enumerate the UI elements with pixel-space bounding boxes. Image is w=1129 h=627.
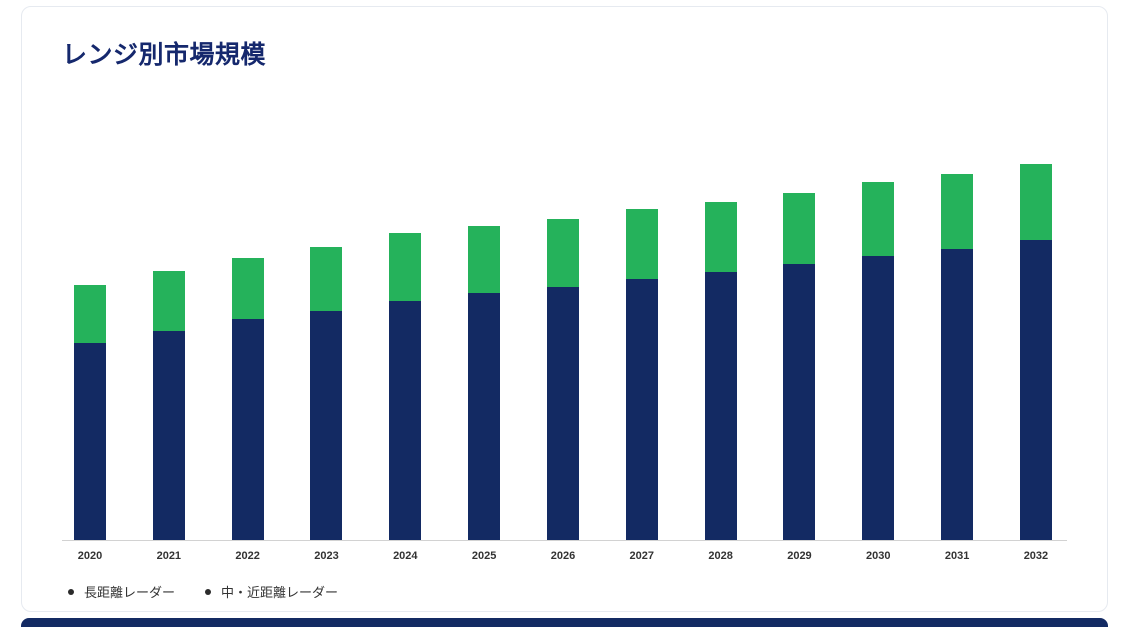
segment-long-range-radar bbox=[231, 319, 264, 540]
segment-long-range-radar bbox=[389, 301, 422, 540]
x-axis-label-2022: 2022 bbox=[235, 550, 260, 562]
x-axis-label-2032: 2032 bbox=[1023, 550, 1049, 562]
chart-legend: 長距離レーダー 中・近距離レーダー bbox=[62, 582, 1067, 601]
x-axis-label-2024: 2024 bbox=[393, 550, 418, 562]
bar-2027 bbox=[625, 209, 658, 540]
bar-2032 bbox=[1019, 164, 1052, 540]
next-section-top-edge bbox=[21, 618, 1108, 627]
segment-long-range-radar bbox=[468, 293, 501, 540]
segment-long-range-radar bbox=[862, 256, 895, 540]
segment-long-range-radar bbox=[74, 343, 106, 540]
x-axis-label-2027: 2027 bbox=[629, 550, 655, 562]
bar-2024 bbox=[389, 233, 422, 540]
segment-mid-short-range-radar bbox=[862, 182, 895, 256]
market-size-card: レンジ別市場規模 2020 2021 2022 2023 2024 2025 2026 202… bbox=[21, 6, 1108, 612]
page-title: レンジ別市場規模 bbox=[62, 41, 267, 69]
stacked-bar-chart: 2020 2021 2022 2023 2024 2025 2026 2027 2028 2029… bbox=[62, 141, 1067, 601]
x-axis-label-2026: 2026 bbox=[550, 550, 576, 562]
legend-item-long-range-radar[interactable]: 長距離レーダー bbox=[68, 582, 175, 601]
x-axis-label-2030: 2030 bbox=[866, 550, 891, 562]
segment-mid-short-range-radar bbox=[74, 285, 106, 343]
x-axis-label-2023: 2023 bbox=[314, 550, 339, 562]
legend-item-mid-short-range-radar[interactable]: 中・近距離レーダー bbox=[205, 582, 338, 601]
segment-mid-short-range-radar bbox=[546, 219, 579, 287]
bar-2021 bbox=[152, 271, 185, 540]
segment-long-range-radar bbox=[941, 249, 974, 540]
x-axis-label-2020: 2020 bbox=[77, 550, 103, 562]
x-axis-label-2028: 2028 bbox=[708, 550, 733, 562]
bar-2031 bbox=[941, 174, 974, 540]
segment-mid-short-range-radar bbox=[1019, 164, 1052, 240]
legend-label: 長距離レーダー bbox=[84, 585, 176, 600]
plot-area bbox=[62, 141, 1067, 541]
segment-long-range-radar bbox=[783, 264, 816, 540]
segment-mid-short-range-radar bbox=[625, 209, 658, 279]
segment-mid-short-range-radar bbox=[783, 193, 816, 264]
legend-label: 中・近距離レーダー bbox=[221, 585, 339, 600]
segment-long-range-radar bbox=[625, 279, 658, 540]
segment-long-range-radar bbox=[704, 272, 737, 540]
segment-long-range-radar bbox=[152, 331, 185, 540]
segment-mid-short-range-radar bbox=[704, 202, 737, 272]
bar-2029 bbox=[783, 193, 816, 540]
bar-2025 bbox=[468, 226, 501, 540]
bar-2023 bbox=[310, 247, 343, 540]
x-axis-labels: 2020 2021 2022 2023 2024 2025 2026 2027 2028 2029… bbox=[62, 550, 1067, 562]
bar-2020 bbox=[74, 285, 106, 540]
bar-2026 bbox=[546, 219, 579, 540]
legend-bullet-icon bbox=[68, 588, 74, 595]
x-axis-label-2021: 2021 bbox=[156, 550, 182, 562]
segment-mid-short-range-radar bbox=[468, 226, 501, 293]
x-axis-label-2029: 2029 bbox=[787, 550, 812, 562]
segment-mid-short-range-radar bbox=[152, 271, 185, 331]
bar-2022 bbox=[231, 258, 264, 540]
segment-mid-short-range-radar bbox=[389, 233, 422, 301]
segment-long-range-radar bbox=[546, 287, 579, 540]
legend-bullet-icon bbox=[205, 588, 212, 595]
segment-long-range-radar bbox=[1019, 240, 1052, 540]
x-axis-label-2031: 2031 bbox=[944, 550, 970, 562]
segment-mid-short-range-radar bbox=[941, 174, 974, 249]
segment-mid-short-range-radar bbox=[231, 258, 264, 319]
bar-2028 bbox=[704, 202, 737, 540]
segment-long-range-radar bbox=[310, 311, 343, 540]
segment-mid-short-range-radar bbox=[310, 247, 343, 311]
bar-2030 bbox=[862, 182, 895, 540]
x-axis-label-2025: 2025 bbox=[471, 550, 497, 562]
